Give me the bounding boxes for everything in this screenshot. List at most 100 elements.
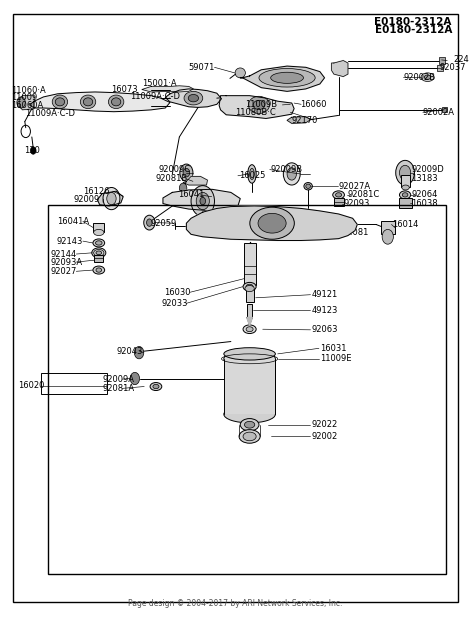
- Ellipse shape: [93, 239, 105, 247]
- Text: 16031: 16031: [320, 344, 346, 353]
- Ellipse shape: [80, 95, 96, 108]
- Circle shape: [383, 223, 393, 236]
- Bar: [93, 223, 104, 233]
- Bar: [247, 304, 253, 318]
- Circle shape: [382, 230, 393, 244]
- Polygon shape: [29, 92, 170, 111]
- Text: 11080B·C: 11080B·C: [236, 108, 276, 117]
- Text: 92027A: 92027A: [338, 182, 371, 191]
- Ellipse shape: [243, 282, 256, 291]
- Bar: [94, 255, 103, 262]
- Polygon shape: [165, 89, 221, 107]
- Ellipse shape: [245, 285, 254, 292]
- Ellipse shape: [333, 191, 345, 199]
- Circle shape: [196, 193, 210, 210]
- Text: 49121: 49121: [311, 290, 337, 299]
- Text: 11009A·C-D: 11009A·C-D: [25, 109, 75, 118]
- Text: 11009E: 11009E: [320, 354, 351, 363]
- Text: 92170: 92170: [292, 116, 318, 126]
- Circle shape: [287, 168, 296, 180]
- Text: 11009B: 11009B: [245, 100, 277, 109]
- Text: 92002B: 92002B: [403, 73, 435, 82]
- Ellipse shape: [306, 184, 310, 188]
- Circle shape: [200, 197, 206, 205]
- Text: 92059: 92059: [150, 219, 177, 228]
- Ellipse shape: [248, 165, 256, 183]
- Text: E0180-2312A: E0180-2312A: [374, 17, 451, 27]
- Ellipse shape: [400, 191, 410, 199]
- Ellipse shape: [243, 325, 256, 334]
- Circle shape: [179, 183, 187, 193]
- Text: 16038: 16038: [411, 199, 438, 208]
- Circle shape: [146, 219, 152, 227]
- Ellipse shape: [150, 383, 162, 391]
- Ellipse shape: [96, 268, 101, 272]
- Text: 16025: 16025: [239, 171, 265, 180]
- Ellipse shape: [402, 185, 410, 190]
- Text: 16041A: 16041A: [57, 217, 89, 226]
- Text: E0180-2312A: E0180-2312A: [374, 25, 452, 35]
- Text: 92081: 92081: [342, 228, 369, 237]
- Circle shape: [107, 193, 116, 205]
- Polygon shape: [163, 189, 240, 211]
- Text: 92093: 92093: [343, 199, 370, 208]
- Ellipse shape: [421, 73, 434, 82]
- Ellipse shape: [253, 100, 265, 110]
- Text: 16060A: 16060A: [11, 101, 43, 110]
- Text: 92022: 92022: [311, 420, 337, 429]
- Ellipse shape: [245, 422, 255, 428]
- Text: 49123: 49123: [311, 306, 338, 314]
- Circle shape: [396, 160, 414, 185]
- Ellipse shape: [402, 193, 408, 197]
- Circle shape: [103, 188, 120, 210]
- Text: 92009: 92009: [74, 195, 100, 204]
- Ellipse shape: [250, 168, 254, 180]
- Text: 11060·A: 11060·A: [11, 85, 46, 95]
- Circle shape: [30, 147, 36, 154]
- Ellipse shape: [96, 251, 101, 254]
- Ellipse shape: [248, 97, 270, 113]
- Ellipse shape: [259, 69, 315, 87]
- Bar: [41, 373, 107, 394]
- Ellipse shape: [92, 248, 106, 258]
- Text: 92009B: 92009B: [271, 165, 303, 174]
- Ellipse shape: [94, 230, 104, 236]
- Ellipse shape: [240, 418, 259, 431]
- Text: 130: 130: [24, 146, 40, 155]
- Text: Page design © 2004-2017 by ARI Network Services, Inc.: Page design © 2004-2017 by ARI Network S…: [128, 599, 343, 608]
- Ellipse shape: [153, 384, 159, 389]
- Bar: [437, 65, 443, 71]
- Text: 92081A: 92081A: [102, 384, 134, 393]
- Ellipse shape: [55, 98, 64, 106]
- Text: 16126: 16126: [83, 187, 110, 196]
- Polygon shape: [142, 86, 193, 92]
- Ellipse shape: [224, 348, 275, 360]
- Ellipse shape: [424, 75, 431, 79]
- Text: 16020: 16020: [18, 381, 44, 391]
- Polygon shape: [247, 318, 253, 326]
- Text: 224: 224: [453, 55, 469, 64]
- Circle shape: [17, 97, 25, 108]
- Circle shape: [144, 215, 155, 230]
- Bar: [442, 106, 447, 112]
- Text: 16073: 16073: [111, 85, 138, 94]
- Ellipse shape: [337, 228, 349, 236]
- Text: 11009: 11009: [11, 93, 37, 102]
- Circle shape: [130, 373, 139, 384]
- Ellipse shape: [246, 327, 253, 332]
- Polygon shape: [186, 206, 357, 241]
- Bar: [439, 57, 445, 64]
- Text: 92081C: 92081C: [348, 191, 380, 199]
- Ellipse shape: [96, 241, 102, 245]
- Ellipse shape: [184, 92, 203, 105]
- Text: 92009C: 92009C: [158, 165, 191, 174]
- Ellipse shape: [258, 214, 286, 233]
- Text: 92144: 92144: [51, 249, 77, 259]
- Ellipse shape: [243, 432, 256, 441]
- Ellipse shape: [336, 193, 342, 197]
- Circle shape: [183, 168, 190, 177]
- Polygon shape: [240, 66, 325, 92]
- Text: 92043: 92043: [116, 347, 143, 356]
- Ellipse shape: [52, 95, 68, 108]
- Ellipse shape: [239, 430, 260, 443]
